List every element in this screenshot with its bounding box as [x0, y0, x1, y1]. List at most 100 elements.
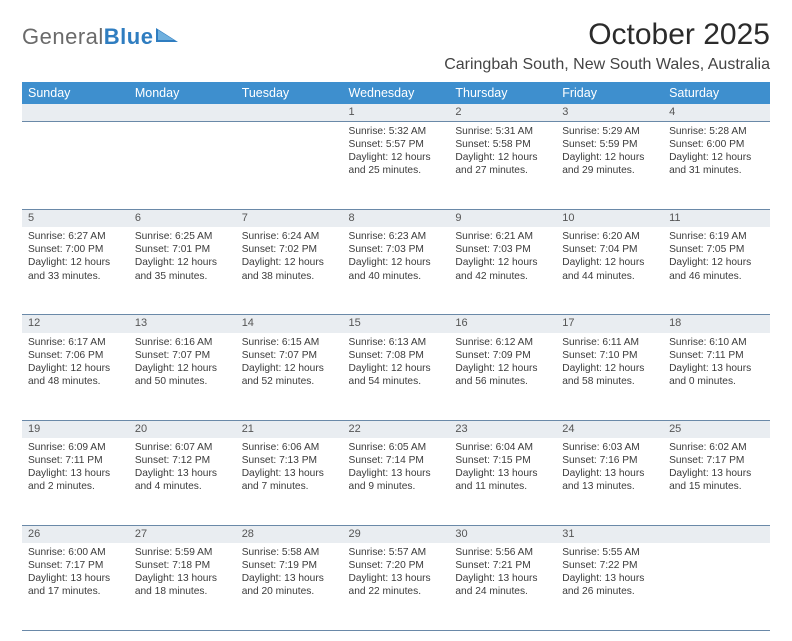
daylight-text: Daylight: 13 hours and 20 minutes. — [242, 572, 337, 598]
daylight-text: Daylight: 13 hours and 7 minutes. — [242, 467, 337, 493]
day-cell: Sunrise: 6:09 AMSunset: 7:11 PMDaylight:… — [22, 438, 129, 526]
daylight-text: Daylight: 13 hours and 26 minutes. — [562, 572, 657, 598]
sunrise-text: Sunrise: 5:28 AM — [669, 125, 764, 138]
sunset-text: Sunset: 7:07 PM — [242, 349, 337, 362]
sunrise-text: Sunrise: 5:29 AM — [562, 125, 657, 138]
day-number: 14 — [236, 315, 343, 333]
sunset-text: Sunset: 7:02 PM — [242, 243, 337, 256]
sunset-text: Sunset: 7:05 PM — [669, 243, 764, 256]
day-number: 23 — [449, 420, 556, 438]
sunrise-text: Sunrise: 5:59 AM — [135, 546, 230, 559]
day-number: 2 — [449, 104, 556, 122]
sunrise-text: Sunrise: 5:58 AM — [242, 546, 337, 559]
location-text: Caringbah South, New South Wales, Austra… — [444, 56, 770, 74]
sunset-text: Sunset: 7:08 PM — [349, 349, 444, 362]
day-cell: Sunrise: 5:28 AMSunset: 6:00 PMDaylight:… — [663, 122, 770, 210]
day-cell: Sunrise: 5:58 AMSunset: 7:19 PMDaylight:… — [236, 543, 343, 631]
day-number: 22 — [343, 420, 450, 438]
day-number: 13 — [129, 315, 236, 333]
daylight-text: Daylight: 13 hours and 15 minutes. — [669, 467, 764, 493]
sunrise-text: Sunrise: 5:32 AM — [349, 125, 444, 138]
daylight-text: Daylight: 12 hours and 25 minutes. — [349, 151, 444, 177]
daylight-text: Daylight: 12 hours and 29 minutes. — [562, 151, 657, 177]
day-cell: Sunrise: 5:55 AMSunset: 7:22 PMDaylight:… — [556, 543, 663, 631]
month-title: October 2025 — [444, 18, 770, 52]
day-number: 5 — [22, 210, 129, 228]
sunrise-text: Sunrise: 6:00 AM — [28, 546, 123, 559]
week-row: Sunrise: 6:27 AMSunset: 7:00 PMDaylight:… — [22, 227, 770, 315]
day-number: 11 — [663, 210, 770, 228]
day-number: 12 — [22, 315, 129, 333]
day-cell: Sunrise: 6:11 AMSunset: 7:10 PMDaylight:… — [556, 333, 663, 421]
sunset-text: Sunset: 7:16 PM — [562, 454, 657, 467]
daylight-text: Daylight: 13 hours and 4 minutes. — [135, 467, 230, 493]
day-number-row: 262728293031 — [22, 525, 770, 543]
day-number: 21 — [236, 420, 343, 438]
daylight-text: Daylight: 12 hours and 40 minutes. — [349, 256, 444, 282]
sunrise-text: Sunrise: 6:07 AM — [135, 441, 230, 454]
day-header-row: Sunday Monday Tuesday Wednesday Thursday… — [22, 82, 770, 104]
sunset-text: Sunset: 7:06 PM — [28, 349, 123, 362]
sunrise-text: Sunrise: 6:04 AM — [455, 441, 550, 454]
title-block: October 2025 Caringbah South, New South … — [444, 18, 770, 74]
day-number: 9 — [449, 210, 556, 228]
sunset-text: Sunset: 7:04 PM — [562, 243, 657, 256]
sunset-text: Sunset: 7:09 PM — [455, 349, 550, 362]
day-number: 20 — [129, 420, 236, 438]
day-number-row: 19202122232425 — [22, 420, 770, 438]
day-cell: Sunrise: 6:21 AMSunset: 7:03 PMDaylight:… — [449, 227, 556, 315]
day-cell: Sunrise: 6:05 AMSunset: 7:14 PMDaylight:… — [343, 438, 450, 526]
sunrise-text: Sunrise: 5:57 AM — [349, 546, 444, 559]
day-number: 24 — [556, 420, 663, 438]
day-number: 28 — [236, 525, 343, 543]
day-number: 19 — [22, 420, 129, 438]
daylight-text: Daylight: 12 hours and 44 minutes. — [562, 256, 657, 282]
sunrise-text: Sunrise: 6:21 AM — [455, 230, 550, 243]
day-cell: Sunrise: 5:32 AMSunset: 5:57 PMDaylight:… — [343, 122, 450, 210]
day-cell: Sunrise: 5:57 AMSunset: 7:20 PMDaylight:… — [343, 543, 450, 631]
daylight-text: Daylight: 12 hours and 52 minutes. — [242, 362, 337, 388]
daylight-text: Daylight: 13 hours and 17 minutes. — [28, 572, 123, 598]
day-cell: Sunrise: 6:03 AMSunset: 7:16 PMDaylight:… — [556, 438, 663, 526]
day-number: 27 — [129, 525, 236, 543]
sunset-text: Sunset: 7:17 PM — [669, 454, 764, 467]
daylight-text: Daylight: 12 hours and 48 minutes. — [28, 362, 123, 388]
day-number — [129, 104, 236, 122]
week-row: Sunrise: 5:32 AMSunset: 5:57 PMDaylight:… — [22, 122, 770, 210]
day-number: 26 — [22, 525, 129, 543]
day-number — [663, 525, 770, 543]
sunset-text: Sunset: 7:18 PM — [135, 559, 230, 572]
sunrise-text: Sunrise: 6:25 AM — [135, 230, 230, 243]
day-number: 17 — [556, 315, 663, 333]
day-cell: Sunrise: 6:13 AMSunset: 7:08 PMDaylight:… — [343, 333, 450, 421]
daylight-text: Daylight: 13 hours and 24 minutes. — [455, 572, 550, 598]
sunrise-text: Sunrise: 5:55 AM — [562, 546, 657, 559]
day-cell: Sunrise: 6:23 AMSunset: 7:03 PMDaylight:… — [343, 227, 450, 315]
daylight-text: Daylight: 13 hours and 9 minutes. — [349, 467, 444, 493]
sunset-text: Sunset: 7:12 PM — [135, 454, 230, 467]
daylight-text: Daylight: 12 hours and 56 minutes. — [455, 362, 550, 388]
day-header: Sunday — [22, 82, 129, 104]
sunset-text: Sunset: 5:59 PM — [562, 138, 657, 151]
day-number: 8 — [343, 210, 450, 228]
day-number: 6 — [129, 210, 236, 228]
page-header: GeneralBlue October 2025 Caringbah South… — [22, 18, 770, 74]
day-number: 31 — [556, 525, 663, 543]
day-header: Tuesday — [236, 82, 343, 104]
sunset-text: Sunset: 7:03 PM — [349, 243, 444, 256]
day-cell: Sunrise: 5:56 AMSunset: 7:21 PMDaylight:… — [449, 543, 556, 631]
day-cell: Sunrise: 6:15 AMSunset: 7:07 PMDaylight:… — [236, 333, 343, 421]
day-cell — [236, 122, 343, 210]
daylight-text: Daylight: 13 hours and 22 minutes. — [349, 572, 444, 598]
day-number: 10 — [556, 210, 663, 228]
sunset-text: Sunset: 7:11 PM — [669, 349, 764, 362]
day-cell: Sunrise: 6:02 AMSunset: 7:17 PMDaylight:… — [663, 438, 770, 526]
sunrise-text: Sunrise: 6:13 AM — [349, 336, 444, 349]
daylight-text: Daylight: 12 hours and 35 minutes. — [135, 256, 230, 282]
day-cell: Sunrise: 6:06 AMSunset: 7:13 PMDaylight:… — [236, 438, 343, 526]
sunrise-text: Sunrise: 6:24 AM — [242, 230, 337, 243]
sunset-text: Sunset: 7:07 PM — [135, 349, 230, 362]
sunset-text: Sunset: 7:01 PM — [135, 243, 230, 256]
sunset-text: Sunset: 7:22 PM — [562, 559, 657, 572]
day-cell: Sunrise: 6:25 AMSunset: 7:01 PMDaylight:… — [129, 227, 236, 315]
